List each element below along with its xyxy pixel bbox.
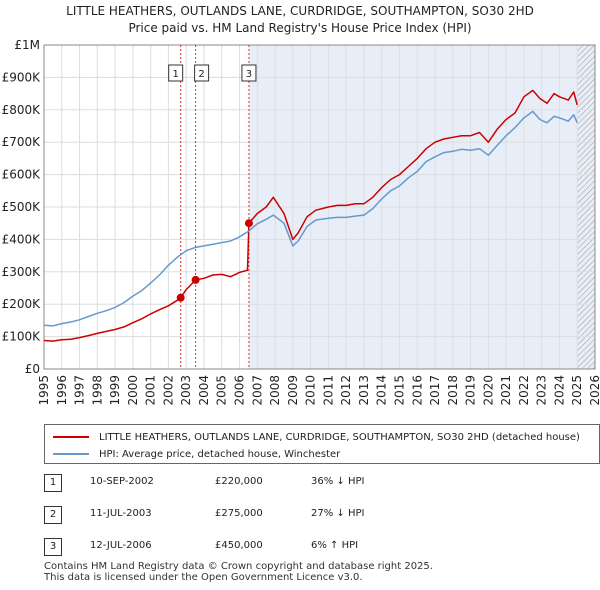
x-tick-label: 2022 xyxy=(517,375,531,406)
x-tick-label: 2009 xyxy=(286,375,300,406)
sale-point xyxy=(191,275,200,284)
sale-marker-label: 3 xyxy=(246,69,252,80)
transaction-date: 12-JUL-2006 xyxy=(90,540,152,551)
sale-marker-label-box xyxy=(241,64,257,82)
transaction-number-badge: 3 xyxy=(44,538,62,556)
x-tick-label: 2011 xyxy=(321,375,335,406)
legend-label-property: LITTLE HEATHERS, OUTLANDS LANE, CURDRIDG… xyxy=(99,431,580,443)
table-row: 2 11-JUL-2003 £275,000 27% ↓ HPI xyxy=(44,506,564,524)
x-tick-label: 2021 xyxy=(499,375,513,406)
x-tick-label: 2003 xyxy=(179,375,193,406)
x-tick-label: 1995 xyxy=(37,375,51,406)
footer-attribution: Contains HM Land Registry data © Crown c… xyxy=(44,561,433,583)
plot-border xyxy=(43,44,596,370)
x-tick-label: 2019 xyxy=(464,375,478,406)
x-tick-label: 2025 xyxy=(570,375,584,406)
sale-marker-label-box xyxy=(194,64,210,82)
property-price-line xyxy=(43,89,578,342)
footer-line2: This data is licensed under the Open Gov… xyxy=(44,572,363,583)
price-chart: £0 £100K £200K £300K £400K £500K £600K £700K £80… xyxy=(2,38,600,406)
y-tick-label: £700K xyxy=(2,135,42,149)
transaction-date: 11-JUL-2003 xyxy=(90,508,152,519)
chart-title-line2: Price paid vs. HM Land Registry's House … xyxy=(128,21,472,35)
table-row: 3 12-JUL-2006 £450,000 6% ↑ HPI xyxy=(44,538,564,556)
transaction-price: £220,000 xyxy=(215,476,263,487)
x-tick-label: 2008 xyxy=(268,375,282,406)
legend-label-hpi: HPI: Average price, detached house, Winc… xyxy=(99,448,341,460)
transaction-hpi-diff: 6% ↑ HPI xyxy=(311,540,359,551)
y-tick-label: £300K xyxy=(2,265,42,279)
x-tick-label: 2015 xyxy=(392,375,406,406)
y-tick-label: £800K xyxy=(2,103,42,117)
footer-line1: Contains HM Land Registry data © Crown c… xyxy=(44,561,433,572)
y-tick-label: £200K xyxy=(2,297,42,311)
transaction-price: £450,000 xyxy=(215,540,263,551)
transaction-hpi-diff: 27% ↓ HPI xyxy=(311,508,365,519)
y-tick-label: £400K xyxy=(2,232,42,246)
transaction-number-badge: 1 xyxy=(44,474,62,492)
sale-point xyxy=(176,293,185,302)
chart-title-line1: LITTLE HEATHERS, OUTLANDS LANE, CURDRIDG… xyxy=(66,4,534,18)
x-tick-label: 1997 xyxy=(73,375,87,406)
x-tick-label: 2020 xyxy=(481,375,495,406)
chart-title: LITTLE HEATHERS, OUTLANDS LANE, CURDRIDG… xyxy=(0,3,600,37)
x-tick-label: 1996 xyxy=(55,375,69,406)
x-tick-label: 2017 xyxy=(428,375,442,406)
legend-item-hpi: HPI: Average price, detached house, Winc… xyxy=(53,446,340,462)
x-tick-label: 2012 xyxy=(339,375,353,406)
hpi-line xyxy=(43,110,578,327)
legend-swatch-property xyxy=(53,436,89,438)
transaction-number-badge: 2 xyxy=(44,506,62,524)
sale-marker-label: 1 xyxy=(172,69,178,80)
x-tick-label: 2018 xyxy=(446,375,460,406)
y-tick-label: £1M xyxy=(14,38,40,52)
sale-marker-label-box xyxy=(168,64,184,82)
transaction-price: £275,000 xyxy=(215,508,263,519)
legend-swatch-hpi xyxy=(53,453,89,455)
x-tick-label: 2005 xyxy=(215,375,229,406)
y-tick-label: £900K xyxy=(2,70,42,84)
x-tick-label: 2016 xyxy=(410,375,424,406)
x-tick-label: 2004 xyxy=(197,375,211,406)
x-tick-label: 2026 xyxy=(588,375,600,406)
x-tick-label: 2000 xyxy=(126,375,140,406)
sale-marker-label: 2 xyxy=(198,69,204,80)
x-tick-label: 2007 xyxy=(250,375,264,406)
x-tick-label: 2001 xyxy=(144,375,158,406)
table-row: 1 10-SEP-2002 £220,000 36% ↓ HPI xyxy=(44,474,564,492)
y-tick-label: £500K xyxy=(2,200,42,214)
transaction-date: 10-SEP-2002 xyxy=(90,476,154,487)
x-tick-label: 2006 xyxy=(233,375,247,406)
x-tick-label: 2024 xyxy=(552,375,566,406)
legend-item-property: LITTLE HEATHERS, OUTLANDS LANE, CURDRIDG… xyxy=(53,429,580,445)
y-tick-label: £0 xyxy=(25,362,40,376)
y-tick-label: £100K xyxy=(2,330,42,344)
x-tick-label: 1999 xyxy=(108,375,122,406)
sale-point xyxy=(244,219,253,228)
transaction-hpi-diff: 36% ↓ HPI xyxy=(311,476,365,487)
x-tick-label: 2013 xyxy=(357,375,371,406)
x-tick-label: 2010 xyxy=(304,375,318,406)
x-tick-label: 2014 xyxy=(375,375,389,406)
x-tick-label: 1998 xyxy=(90,375,104,406)
x-tick-label: 2002 xyxy=(161,375,175,406)
y-tick-label: £600K xyxy=(2,168,42,182)
x-tick-label: 2023 xyxy=(535,375,549,406)
chart-legend: LITTLE HEATHERS, OUTLANDS LANE, CURDRIDG… xyxy=(44,424,600,464)
